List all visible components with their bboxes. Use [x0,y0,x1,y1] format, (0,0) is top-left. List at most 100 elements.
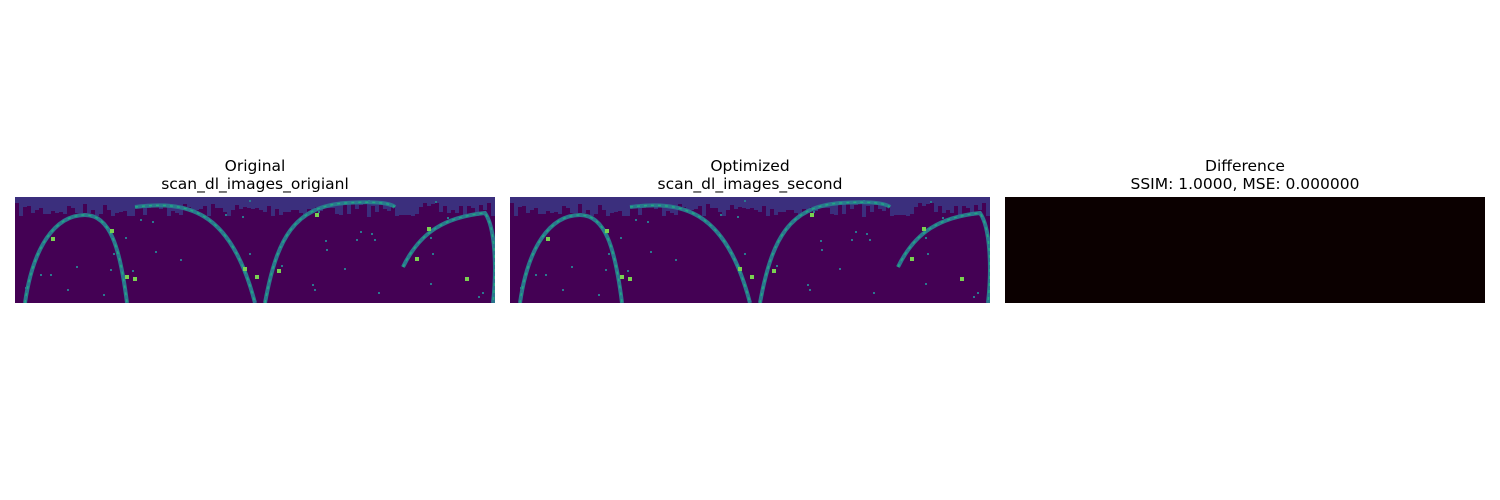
band-block [682,197,686,207]
band-block [946,197,950,210]
band-block [275,197,279,209]
scan-dot [447,217,449,219]
scan-dot [608,253,610,255]
band-block [914,197,918,207]
band-block [786,197,790,210]
band-block [630,197,634,208]
band-block [642,197,646,208]
band-block [295,197,299,210]
band-block [87,197,91,213]
band-block [550,197,554,213]
scan-dot [927,253,929,255]
band-block [742,197,746,208]
scan-dot [855,231,857,233]
band-block [714,197,718,208]
band-block [15,197,19,203]
scan-dot [675,259,677,261]
scan-dot [76,266,78,268]
scan-dot [562,289,564,291]
band-block [650,197,654,207]
scan-dot [737,216,739,218]
band-block [894,197,898,215]
scan-speckle [427,227,431,231]
band-block [654,197,658,209]
scan-dot [40,274,42,276]
band-block [806,197,810,213]
band-block [191,197,195,211]
scan-arc-highlight [759,201,891,303]
band-block [483,197,487,210]
band-block [562,197,566,206]
band-block [538,197,542,214]
band-block [774,197,778,215]
panel-subtitle: scan_dl_images_origianl [161,175,349,193]
scan-dot [125,237,127,239]
band-block [826,197,830,208]
band-block [279,197,283,215]
band-block [123,197,127,211]
band-block [471,197,475,208]
scan-dot [326,249,328,251]
scan-dot [535,274,537,276]
scan-dot [360,231,362,233]
band-block [391,197,395,205]
scan-dot [430,237,432,239]
band-block [479,197,483,205]
band-block [694,197,698,209]
scan-dot [368,200,370,202]
scan-dot [374,239,376,241]
band-block [706,197,710,204]
scan-dot [605,269,607,271]
band-block [910,197,914,214]
band-block [542,197,546,214]
scan-arc-highlight [629,204,751,303]
band-block [315,197,319,207]
band-block [758,197,762,212]
scan-dot [281,265,283,267]
band-block [99,197,103,214]
scan-arc-highlight [519,214,623,303]
original-scan-image [15,197,495,303]
band-block [135,197,139,208]
scan-arc-highlight [24,214,128,303]
scan-dot [930,201,932,203]
scan-speckle [605,229,609,233]
scan-speckle [110,229,114,233]
scan-speckle [750,275,754,279]
band-block [263,197,267,212]
scan-dot [620,237,622,239]
band-block [718,197,722,212]
band-block [399,197,403,215]
scan-speckle [628,277,632,281]
scan-dot [942,217,944,219]
band-block [183,197,187,204]
scan-dot [155,251,157,253]
band-block [938,197,942,206]
band-block [435,197,439,203]
scan-dot [851,239,853,241]
scan-dot [225,214,227,216]
scan-arcs [23,200,495,303]
scan-dot [647,221,649,223]
band-block [962,197,966,206]
band-block [690,197,694,210]
scan-dot [571,266,573,268]
scan-dot [180,259,182,261]
band-block [606,197,610,216]
band-block [95,197,99,216]
band-block [375,197,379,212]
scan-dot [25,287,27,289]
band-block [199,197,203,209]
scan-dot [67,289,69,291]
band-block [554,197,558,212]
band-block [215,197,219,208]
band-block [39,197,43,208]
band-block [251,197,255,209]
band-block [283,197,287,212]
scan-arc-highlight [264,201,396,303]
band-block [558,197,562,214]
scan-dot [545,274,547,276]
scan-arc-highlight [134,204,256,303]
scan-speckle [910,257,914,261]
band-block [115,197,119,213]
